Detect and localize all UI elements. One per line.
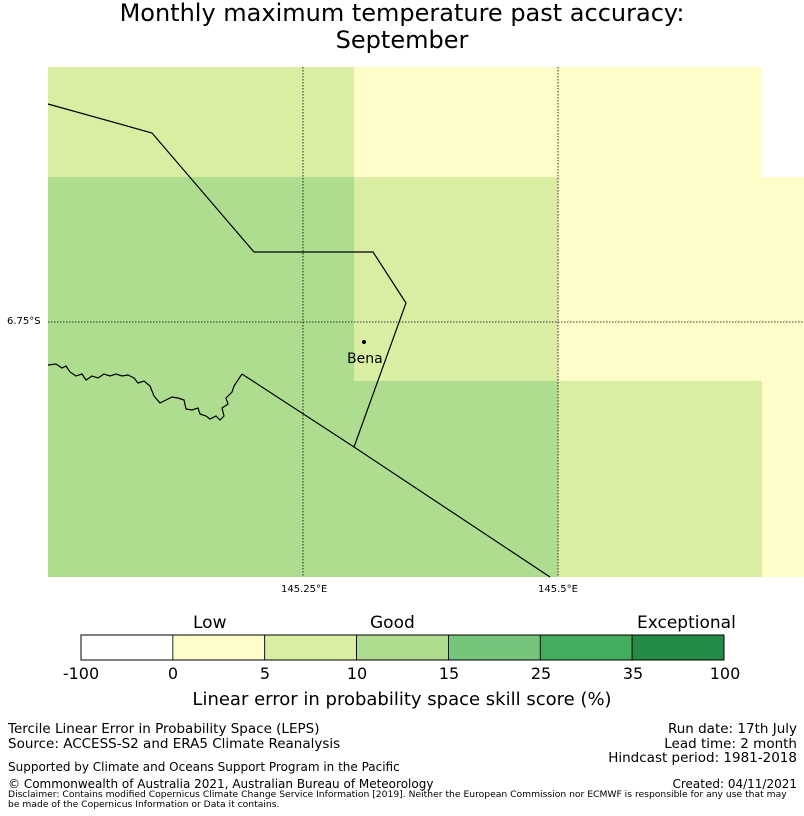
colorbar-frame [80, 634, 725, 661]
boundaries [47, 103, 551, 578]
colorbar-heading-low: Low [193, 613, 227, 633]
province-boundary [241, 373, 551, 578]
map-title: Monthly maximum temperature past accurac… [0, 0, 804, 54]
coastline [47, 363, 243, 421]
colorbar-segment [539, 634, 633, 661]
colorbar-segment [264, 634, 357, 661]
colorbar-tick: 10 [346, 664, 368, 683]
colorbar-tick: 0 [167, 664, 179, 683]
graticule [48, 67, 804, 577]
place-marker [362, 340, 366, 344]
colorbar-segment [631, 634, 725, 661]
province-boundary [47, 103, 407, 448]
colorbar-segment [172, 634, 266, 661]
footer-source: Source: ACCESS-S2 and ERA5 Climate Reana… [8, 736, 341, 752]
longitude-label: 145.5°E [538, 584, 578, 595]
colorbar-tick: 25 [530, 664, 552, 683]
colorbar-label: Linear error in probability space skill … [192, 689, 612, 710]
colorbar [80, 634, 725, 661]
grid-cell [48, 67, 354, 177]
grid-cell [354, 381, 558, 577]
colorbar-segment [448, 634, 541, 661]
title-line-2: September [335, 26, 469, 54]
colorbar-tick: 15 [438, 664, 460, 683]
longitude-label: 145.25°E [281, 584, 328, 595]
colorbar-tick: 100 [709, 664, 741, 683]
colorbar-segments [80, 634, 725, 661]
colorbar-heading-exceptional: Exceptional [637, 613, 736, 633]
footer-run-date: Run date: 17th July [667, 721, 797, 737]
footer-disclaimer: Disclaimer: Contains modified Copernicus… [8, 789, 787, 810]
latitude-label: 6.75°S [7, 316, 41, 327]
footer-hindcast: Hindcast period: 1981-2018 [608, 750, 797, 766]
footer-created: Created: 04/11/2021 [672, 777, 797, 791]
grid-cell [558, 381, 762, 577]
footer-support: Supported by Climate and Oceans Support … [8, 760, 400, 774]
colorbar-segment [356, 634, 449, 661]
title-line-1: Monthly maximum temperature past accurac… [119, 0, 685, 27]
footer-lead-time: Lead time: 2 month [664, 736, 797, 752]
footer-copyright: © Commonwealth of Australia 2021, Austra… [8, 777, 434, 791]
colorbar-tick: -100 [62, 664, 100, 683]
colorbar-heading-good: Good [370, 613, 415, 633]
skill-map [47, 67, 804, 578]
footer-method: Tercile Linear Error in Probability Spac… [8, 721, 320, 737]
grid-cell [354, 177, 558, 381]
colorbar-segment [80, 634, 174, 661]
place-label: Bena [347, 351, 383, 367]
colorbar-tick: 35 [622, 664, 644, 683]
grid-cell [762, 381, 804, 577]
grid-cell [558, 177, 804, 381]
colorbar-tick: 5 [259, 664, 271, 683]
